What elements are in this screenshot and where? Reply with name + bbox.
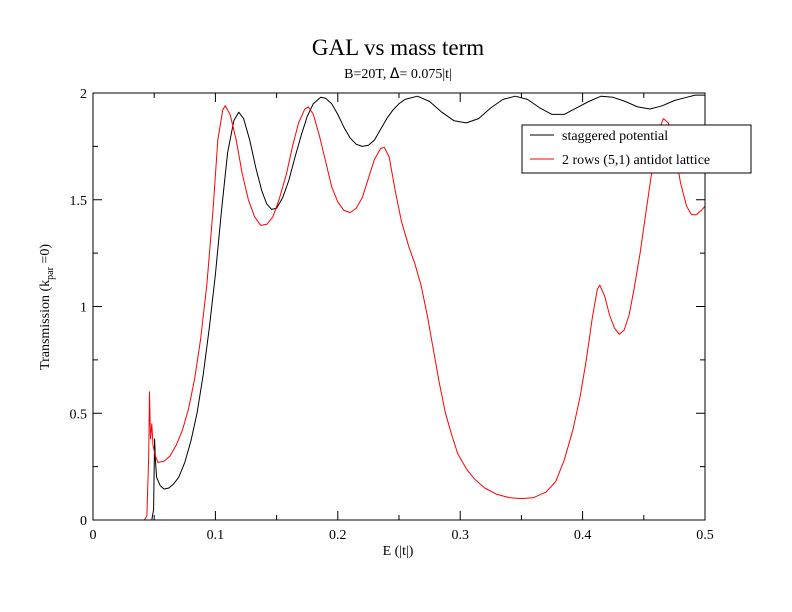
legend-label-antidot: 2 rows (5,1) antidot lattice [562,153,710,168]
chart-title: GAL vs mass term [312,35,484,60]
x-tick-label: 0.2 [329,528,347,543]
y-tick-label: 0 [80,514,87,529]
x-tick-label: 0.5 [696,528,714,543]
y-tick-label: 1.5 [70,194,88,209]
x-tick-label: 0.3 [451,528,469,543]
legend-box [521,124,752,174]
y-tick-label: 0.5 [70,407,88,422]
chart-subtitle: B=20T, Δ= 0.075|t| [344,66,452,82]
legend-label-staggered: staggered potential [562,129,668,144]
y-tick-label: 2 [80,87,87,102]
series-layer [93,94,706,521]
legend: staggered potential 2 rows (5,1) antidot… [521,124,752,174]
series-line-staggered [93,94,705,521]
series-line-antidot [93,105,706,521]
axis-ticks: 0 0.1 0.2 0.3 0.4 0.5 0 0.5 1 1.5 2 [70,87,714,543]
x-tick-label: 0.4 [574,528,592,543]
x-axis-label: E (|t|) [383,544,414,559]
y-tick-label: 1 [80,301,87,316]
y-axis-label: Transmission (kpar =0) [38,244,56,370]
x-tick-label: 0 [90,528,97,543]
x-tick-label: 0.1 [207,528,225,543]
